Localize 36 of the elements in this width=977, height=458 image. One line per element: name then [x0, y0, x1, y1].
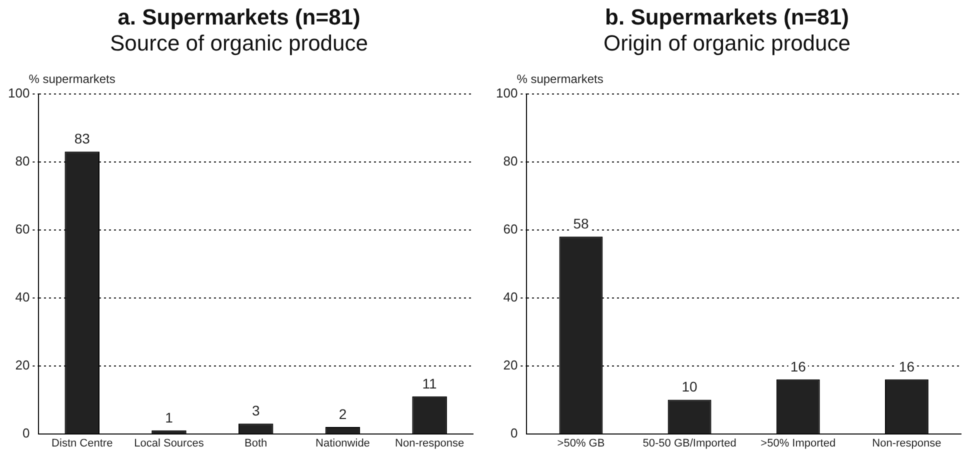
data-label: 11: [422, 375, 438, 392]
y-tick-label: 100: [496, 85, 518, 100]
data-label: 1: [165, 409, 174, 426]
x-tick-label: Non-response: [872, 437, 942, 450]
y-axis-title: % supermarkets: [516, 72, 604, 86]
x-tick-label: Non-response: [395, 437, 464, 450]
chart-subtitle: Origin of organic produce: [603, 30, 851, 56]
x-tick-label: Distn Centre: [52, 437, 113, 450]
data-label: 16: [898, 358, 915, 374]
x-tick-label: Both: [244, 437, 268, 450]
chart-title: a. Supermarkets (n=81): [118, 4, 360, 30]
data-label: 10: [682, 378, 698, 395]
y-tick-label: 0: [22, 425, 30, 440]
data-label: 2: [338, 406, 347, 422]
data-label: 58: [573, 215, 589, 232]
data-label: 3: [252, 402, 260, 418]
y-tick-label: 60: [503, 221, 518, 236]
y-tick-label: 0: [510, 425, 518, 440]
chart-subtitle: Source of organic produce: [110, 30, 368, 56]
y-tick-label: 80: [503, 153, 518, 168]
chart-title: b. Supermarkets (n=81): [605, 4, 849, 30]
x-tick-label: >50% GB: [557, 437, 605, 450]
y-tick-label: 20: [503, 357, 518, 372]
y-tick-label: 80: [15, 153, 30, 168]
data-label: 16: [790, 358, 806, 374]
x-tick-label: >50% Imported: [760, 437, 836, 450]
y-tick-label: 20: [15, 357, 30, 372]
x-tick-label: Nationwide: [315, 437, 370, 450]
x-tick-label: Local Sources: [134, 437, 204, 450]
y-tick-label: 40: [503, 289, 518, 304]
y-tick-label: 40: [15, 289, 30, 304]
data-label: 83: [74, 130, 90, 146]
y-tick-label: 100: [8, 85, 30, 100]
y-axis-title: % supermarkets: [28, 72, 116, 86]
x-tick-label: 50-50 GB/Imported: [642, 437, 736, 450]
y-tick-label: 60: [15, 221, 30, 236]
